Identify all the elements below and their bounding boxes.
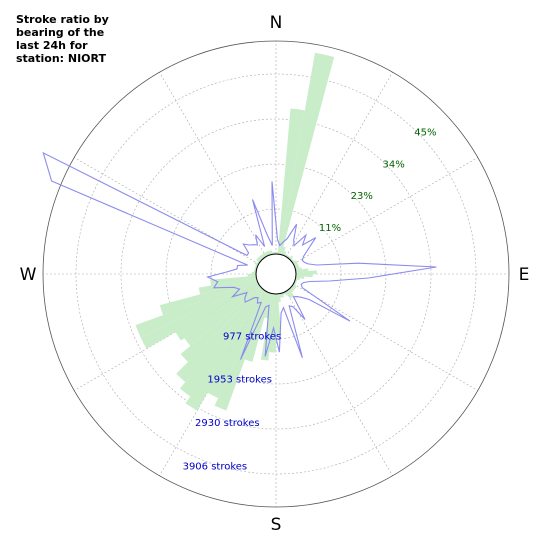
percent-wedge: [295, 270, 317, 274]
percent-wedge: [262, 253, 266, 258]
outer-ring: [42, 40, 510, 508]
count-tick-label: 3906 strokes: [183, 461, 248, 472]
grid-spoke: [159, 72, 267, 257]
percent-wedge: [279, 52, 335, 255]
count-tick-label: 977 strokes: [223, 331, 281, 342]
percent-tick-label: 45%: [414, 128, 436, 139]
percent-tick-label: 34%: [382, 159, 404, 170]
percent-wedge: [257, 256, 262, 262]
grid-spoke: [74, 157, 259, 265]
percent-wedge: [207, 291, 268, 399]
grid-spoke: [74, 283, 259, 391]
count-series: [42, 151, 437, 360]
percent-wedge: [293, 261, 298, 266]
percent-wedge: [292, 260, 297, 264]
percent-wedge: [277, 108, 305, 255]
grid-spoke: [293, 157, 478, 265]
percent-wedge: [179, 289, 265, 397]
percent-wedge: [279, 293, 283, 298]
percent-wedge: [198, 277, 257, 295]
percent-wedge: [295, 275, 305, 279]
percent-wedge: [294, 263, 299, 268]
grid-spoke: [285, 291, 393, 476]
title-line: station: NIORT: [16, 52, 107, 65]
grid-spoke: [159, 291, 267, 476]
percent-wedge: [256, 258, 261, 263]
percent-wedge: [295, 268, 309, 273]
percent-tick-label: 23%: [351, 191, 373, 202]
grid-ring: [75, 73, 477, 475]
percent-wedge: [140, 282, 259, 349]
compass-label-s: S: [271, 515, 282, 535]
percent-wedge: [281, 292, 285, 298]
percent-wedge: [288, 288, 294, 293]
percent-wedge: [290, 286, 295, 292]
percent-wedge: [265, 251, 270, 256]
percent-wedge: [281, 246, 286, 256]
percent-wedge: [288, 255, 294, 260]
percent-wedge: [260, 254, 265, 259]
percent-wedge: [176, 288, 264, 383]
grid-spoke: [293, 283, 478, 391]
percent-wedge: [295, 267, 302, 271]
count-line: [42, 151, 437, 360]
percent-wedge: [263, 252, 268, 257]
title-line: bearing of the: [16, 26, 105, 39]
percent-wedge: [291, 285, 296, 290]
percent-wedge: [254, 261, 259, 266]
compass-label-w: W: [20, 265, 37, 285]
percent-wedge: [286, 290, 293, 299]
title-line: last 24h for: [16, 39, 88, 52]
compass-label-e: E: [519, 265, 530, 285]
percent-wedge: [267, 250, 271, 256]
percent-wedge: [277, 293, 281, 303]
center-hub: [255, 253, 297, 295]
compass-labels: N E S W: [20, 13, 530, 535]
percent-wedge: [247, 274, 257, 277]
percent-wedge: [214, 292, 270, 411]
percent-wedge: [269, 250, 273, 255]
percent-wedge: [292, 284, 297, 288]
percent-wedge: [184, 285, 261, 346]
percent-wedge: [135, 280, 258, 338]
grid-ring: [165, 163, 387, 385]
percent-wedge: [284, 291, 289, 296]
percent-wedge: [210, 275, 257, 286]
compass-label-n: N: [270, 13, 283, 33]
percent-wedge: [282, 251, 287, 256]
grid-spoke: [285, 72, 393, 257]
count-tick-label: 1953 strokes: [207, 375, 272, 386]
percent-wedge: [258, 255, 264, 260]
percent-tick-label: 11%: [319, 223, 341, 234]
percent-wedge: [287, 289, 295, 298]
title-line: Stroke ratio by: [16, 13, 109, 26]
grid-ring: [120, 118, 432, 430]
percent-wedge: [180, 286, 262, 362]
tick-labels: 11% 23% 34% 45% 977 strokes 1953 strokes…: [183, 128, 437, 473]
percent-wedge: [295, 277, 300, 281]
chart-title: Stroke ratio by bearing of the last 24h …: [16, 13, 136, 65]
percent-wedge: [251, 271, 257, 274]
percent-wedge: [185, 290, 266, 411]
percent-wedge: [294, 265, 300, 269]
percent-series: [135, 52, 335, 411]
percent-wedge: [159, 279, 258, 316]
count-tick-label: 2930 strokes: [195, 418, 260, 429]
percent-wedge: [295, 274, 313, 278]
grid: [42, 40, 510, 508]
percent-wedge: [175, 284, 260, 341]
